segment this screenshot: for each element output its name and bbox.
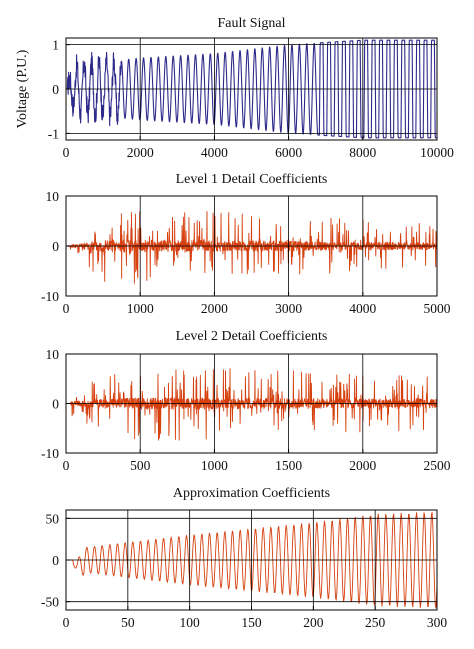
y-tick-label: 0: [52, 553, 59, 568]
x-tick-label: 2000: [349, 458, 376, 473]
x-tick-label: 4000: [201, 145, 228, 160]
y-tick-label: 0: [52, 239, 59, 254]
x-tick-label: 50: [121, 615, 135, 630]
chart-title: Fault Signal: [217, 16, 285, 31]
y-tick-label: -1: [48, 126, 59, 141]
x-tick-label: 0: [63, 615, 70, 630]
chart-title: Level 2 Detail Coefficients: [176, 329, 328, 344]
x-tick-label: 300: [427, 615, 448, 630]
y-tick-label: -10: [41, 446, 59, 461]
x-tick-label: 500: [130, 458, 151, 473]
y-tick-label: 0: [52, 397, 59, 412]
y-tick-label: 50: [46, 511, 60, 526]
y-tick-label: 10: [46, 189, 60, 204]
x-tick-label: 150: [241, 615, 262, 630]
series-line: [65, 210, 438, 284]
y-tick-label: 10: [46, 347, 60, 362]
chart-title: Approximation Coefficients: [173, 486, 330, 501]
x-tick-label: 100: [180, 615, 201, 630]
y-tick-label: -10: [41, 289, 59, 304]
x-tick-label: 250: [365, 615, 386, 630]
series-line: [65, 368, 438, 441]
x-tick-label: 0: [63, 301, 70, 316]
chart-3: Level 2 Detail Coefficients 0 500 1000 1500 2…: [41, 329, 451, 473]
x-tick-label: 2000: [201, 301, 228, 316]
chart-title: Level 1 Detail Coefficients: [176, 172, 328, 187]
x-tick-label: 0: [63, 458, 70, 473]
x-tick-label: 2500: [424, 458, 451, 473]
series-line: [65, 39, 438, 139]
x-tick-label: 0: [63, 145, 70, 160]
x-tick-label: 1000: [201, 458, 228, 473]
x-tick-label: 1000: [127, 301, 154, 316]
y-tick-label: 0: [52, 82, 59, 97]
x-tick-label: 2000: [127, 145, 154, 160]
x-tick-label: 5000: [424, 301, 451, 316]
y-axis-label: Voltage (P.U.): [15, 49, 30, 128]
chart-2: Level 1 Detail Coefficients 0 1000 2000 3000…: [41, 172, 451, 316]
y-tick-label: -50: [41, 595, 59, 610]
x-tick-label: 8000: [349, 145, 376, 160]
chart-4: Approximation Coefficients 0 50 100 150 200 25…: [41, 486, 447, 630]
x-tick-label: 6000: [275, 145, 302, 160]
chart-1: Fault Signal Voltage (P.U.) 0 2000 4000 6000 8…: [15, 16, 454, 160]
x-tick-label: 1500: [275, 458, 302, 473]
x-tick-label: 4000: [349, 301, 376, 316]
x-tick-label: 3000: [275, 301, 302, 316]
x-tick-label: 200: [303, 615, 324, 630]
y-tick-label: 1: [52, 38, 59, 53]
x-tick-label: 10000: [420, 145, 454, 160]
